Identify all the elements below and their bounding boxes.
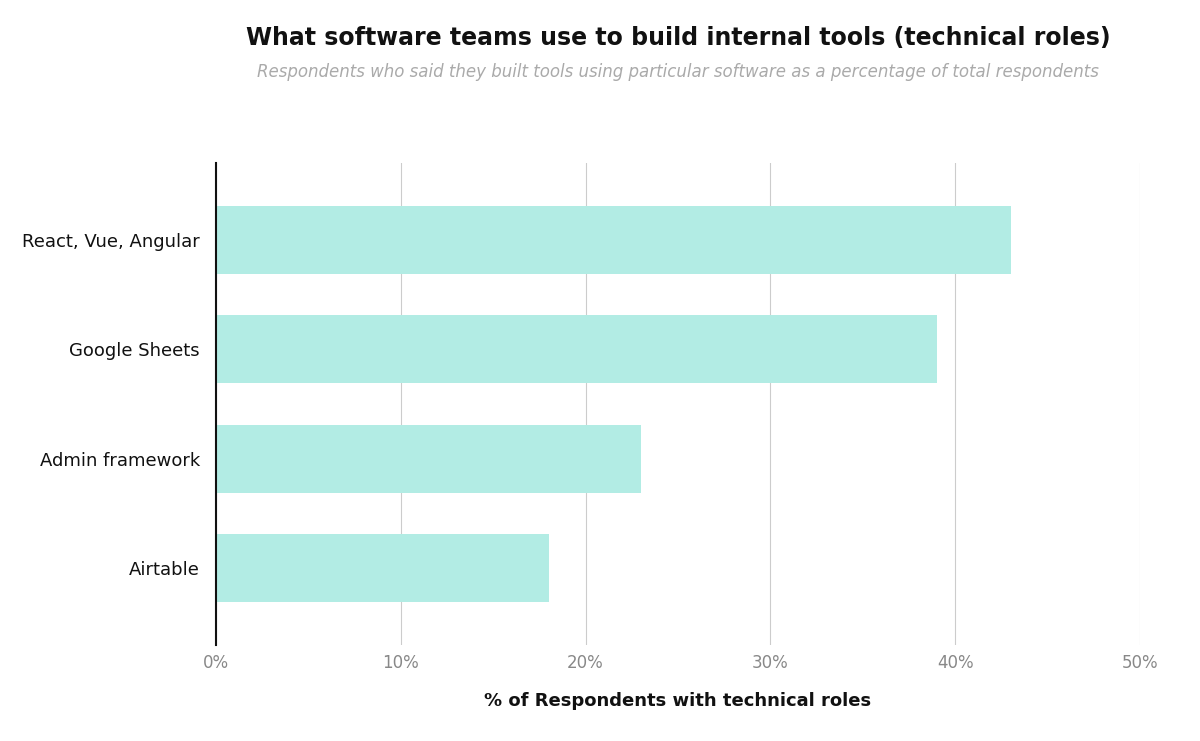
X-axis label: % of Respondents with technical roles: % of Respondents with technical roles (485, 692, 871, 710)
Bar (216, 425, 641, 493)
Text: Respondents who said they built tools using particular software as a percentage : Respondents who said they built tools us… (257, 63, 1099, 81)
Bar (216, 206, 1010, 273)
Bar (216, 315, 937, 383)
Text: What software teams use to build internal tools (technical roles): What software teams use to build interna… (246, 26, 1110, 50)
Bar (216, 534, 548, 602)
